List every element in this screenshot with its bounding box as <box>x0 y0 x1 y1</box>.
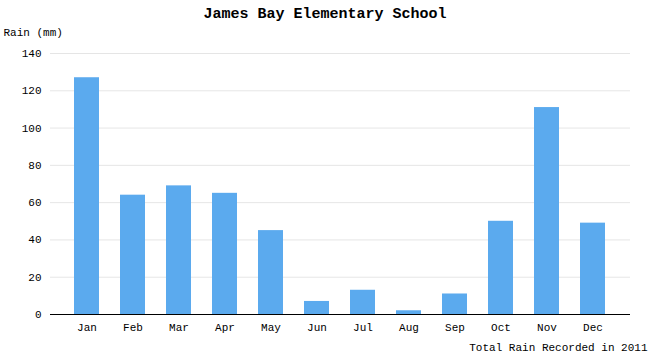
svg-text:Rain (mm): Rain (mm) <box>4 27 63 39</box>
svg-text:Feb: Feb <box>123 322 143 334</box>
svg-text:Aug: Aug <box>399 322 419 334</box>
svg-text:120: 120 <box>22 85 42 97</box>
svg-text:Apr: Apr <box>215 322 235 334</box>
svg-text:Oct: Oct <box>491 322 511 334</box>
svg-text:Total Rain Recorded in 2011: Total Rain Recorded in 2011 <box>469 342 648 354</box>
html-text:James Bay Elementary School: James Bay Elementary School <box>203 6 447 23</box>
svg-text:Mar: Mar <box>169 322 189 334</box>
svg-text:80: 80 <box>28 160 41 172</box>
svg-text:20: 20 <box>28 272 41 284</box>
svg-text:Jul: Jul <box>353 322 373 334</box>
svg-text:May: May <box>261 322 281 334</box>
svg-text:Jan: Jan <box>77 322 97 334</box>
svg-text:40: 40 <box>28 234 41 246</box>
svg-text:Jun: Jun <box>307 322 327 334</box>
svg-text:Nov: Nov <box>537 322 557 334</box>
svg-text:Sep: Sep <box>445 322 465 334</box>
svg-text:140: 140 <box>22 48 42 60</box>
svg-text:0: 0 <box>35 309 42 321</box>
svg-text:60: 60 <box>28 197 41 209</box>
svg-text:Dec: Dec <box>583 322 603 334</box>
svg-text:100: 100 <box>22 123 42 135</box>
